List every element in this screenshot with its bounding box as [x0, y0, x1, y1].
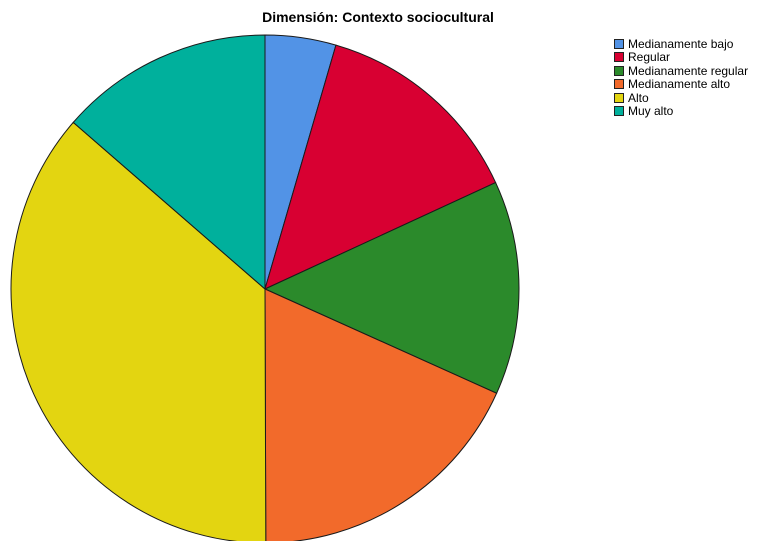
legend-swatch: [614, 65, 624, 76]
legend-swatch: [614, 79, 624, 89]
legend-label: Muy alto: [628, 104, 674, 118]
chart-legend: Medianamente bajo Regular Medianamente reg…: [614, 37, 748, 118]
legend-swatch: [614, 52, 624, 62]
legend-item: Muy alto: [614, 104, 748, 118]
legend-label: Medianamente alto: [628, 77, 731, 91]
legend-label: Alto: [628, 90, 649, 105]
legend-label: Regular: [628, 50, 671, 64]
legend-swatch: [614, 106, 624, 116]
legend-item: Medianamente bajo: [614, 36, 748, 51]
legend-label: Medianamente bajo: [628, 36, 734, 51]
legend-item: Regular: [614, 50, 748, 64]
legend-swatch: [614, 38, 624, 49]
legend-item: Medianamente regular: [614, 63, 749, 78]
legend-swatch: [614, 92, 624, 103]
legend-label: Medianamente regular: [628, 63, 749, 78]
legend-item: Alto: [614, 90, 748, 105]
pie-slice-regular: [264, 44, 497, 290]
legend-item: Medianamente alto: [614, 77, 748, 91]
pie-slice-medianamente-regular: [263, 181, 520, 394]
chart-title: Dimensión: Contexto sociocultural: [262, 9, 494, 25]
pie-slice-muy-alto: [72, 34, 266, 291]
pie-slice-alto: [10, 121, 267, 541]
